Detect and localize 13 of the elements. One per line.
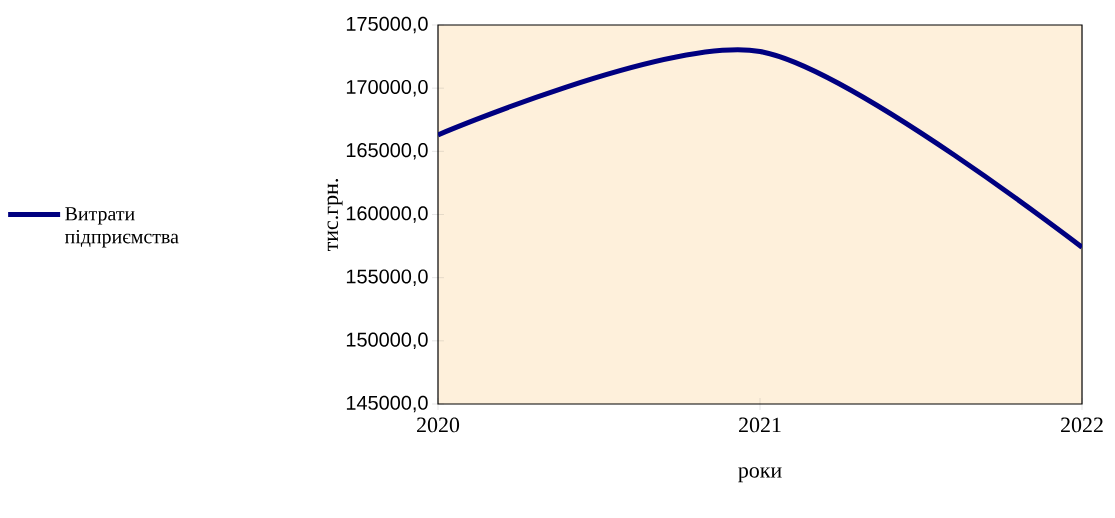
y-tick-label: 150000,0 <box>346 332 428 350</box>
legend-label: Витрати підприємства <box>64 207 179 248</box>
x-tick-label: 2020 <box>417 417 460 433</box>
y-tick-label: 165000,0 <box>346 143 428 160</box>
y-tick-label: 145000,0 <box>346 395 428 413</box>
x-tick-label: 2021 <box>739 417 781 433</box>
y-tick-label: 170000,0 <box>346 79 428 97</box>
x-tick-label: 2022 <box>1061 417 1103 433</box>
y-tick-label: 155000,0 <box>346 269 428 286</box>
x-axis-title: роки <box>738 467 782 483</box>
y-tick-label: 175000,0 <box>346 16 428 34</box>
y-tick-label: 160000,0 <box>346 206 428 223</box>
y-axis-title: тис.грн. <box>327 179 343 252</box>
